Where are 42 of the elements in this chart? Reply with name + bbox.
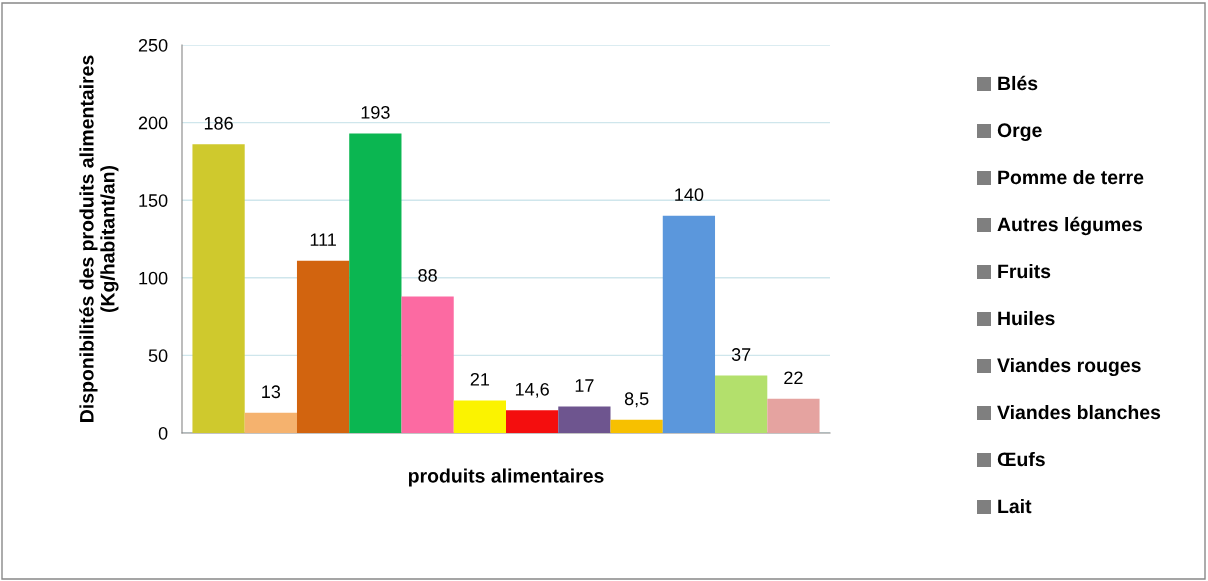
data-label: 21 [470, 372, 490, 386]
data-label: 14,6 [515, 382, 549, 398]
y-axis-title: Disponibilités des produits alimentaires (Kg/habitant/an) [79, 55, 119, 422]
x-axis-title: produits alimentaires [408, 468, 604, 487]
text: Autres légumes [997, 216, 1143, 236]
data-label: 111 [310, 233, 336, 246]
bar [715, 375, 768, 433]
data-label: 22 [784, 371, 803, 384]
text: Viandes blanches [997, 404, 1161, 420]
bar [192, 144, 245, 433]
bar [558, 406, 611, 433]
data-label: 140 [675, 188, 704, 202]
data-label: 186 [204, 116, 233, 130]
data-label: 8,5 [624, 392, 649, 408]
y-tick-label: 50 [148, 349, 168, 363]
data-label: 17 [575, 379, 594, 392]
y-tick-label: 100 [139, 271, 168, 285]
bar [296, 260, 350, 433]
bar [610, 419, 663, 433]
text: Œufs [997, 451, 1045, 467]
data-label: 88 [418, 268, 437, 282]
text: Fruits [998, 263, 1051, 279]
text: Lait [998, 498, 1032, 514]
bar [506, 410, 559, 433]
data-label: 37 [731, 348, 751, 361]
y-tick-label: 0 [158, 426, 168, 440]
y-tick-label: 150 [139, 194, 168, 207]
text: Huiles [998, 310, 1055, 326]
text: Viandes rouges [997, 357, 1141, 377]
text: Blés [998, 75, 1038, 91]
text: Pomme de terre [998, 169, 1144, 185]
bar [662, 215, 716, 433]
bar [453, 400, 506, 433]
data-label: 13 [262, 385, 281, 399]
data-label: 193 [361, 106, 390, 119]
y-tick-label: 250 [138, 38, 168, 52]
y-tick-label: 200 [138, 116, 168, 130]
bar [767, 398, 820, 433]
bar [244, 412, 297, 433]
text: Orge [997, 123, 1042, 142]
bar [349, 133, 402, 433]
bar [401, 296, 454, 433]
